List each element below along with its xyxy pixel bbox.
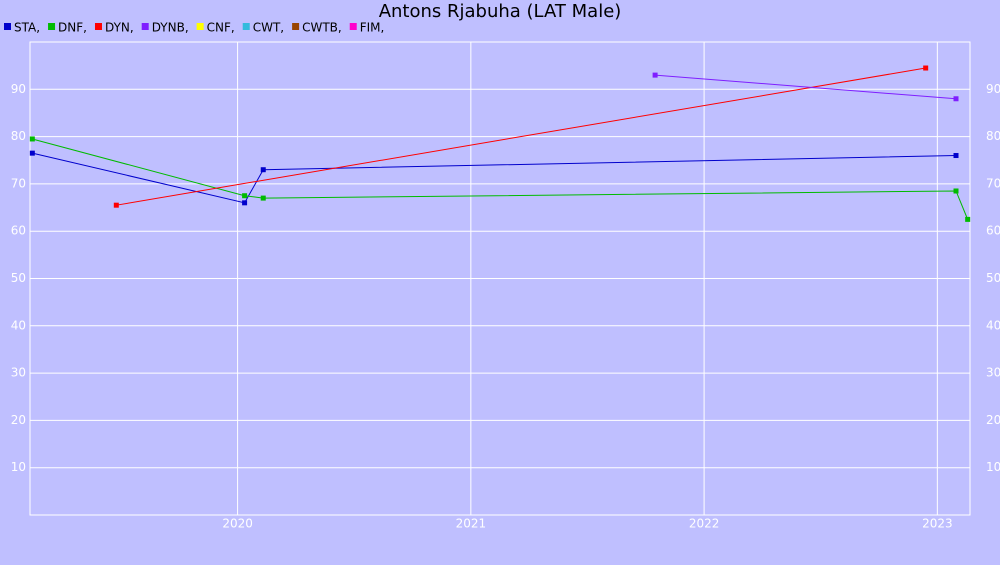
legend-swatch: [242, 23, 250, 30]
y-tick-label: 50: [11, 271, 26, 285]
legend-swatch: [4, 23, 11, 30]
legend-swatch: [48, 23, 56, 30]
data-point: [260, 167, 266, 173]
y-tick-label: 40: [11, 318, 26, 332]
series-line: [32, 152, 957, 204]
legend-label: DNF,: [58, 21, 87, 35]
series-line: [655, 74, 957, 100]
y2-tick-label: 90: [986, 82, 1000, 96]
y2-tick-label: 60: [986, 224, 1000, 238]
y2-tick-label: 10: [986, 460, 1000, 474]
x-tick-label: 2022: [689, 517, 720, 531]
y-tick-label: 60: [11, 224, 26, 238]
legend-label: FIM,: [360, 21, 385, 35]
data-point: [965, 216, 971, 222]
y2-tick-label: 40: [986, 318, 1000, 332]
legend-swatch: [196, 23, 204, 30]
data-point: [953, 153, 959, 159]
data-point: [242, 193, 248, 199]
series-line: [116, 67, 926, 206]
legend-swatch: [94, 23, 102, 30]
y-tick-label: 30: [11, 366, 26, 380]
data-point: [29, 150, 35, 156]
y-tick-label: 10: [11, 460, 26, 474]
data-point: [923, 65, 929, 71]
y-tick-label: 90: [11, 82, 26, 96]
legend-label: CWT,: [253, 21, 284, 35]
y2-tick-label: 80: [986, 129, 1000, 143]
legend-label: DYN,: [105, 21, 134, 35]
data-point: [113, 202, 119, 208]
y2-tick-label: 50: [986, 271, 1000, 285]
x-tick-label: 2021: [456, 517, 487, 531]
x-tick-label: 2023: [922, 517, 953, 531]
y2-tick-label: 70: [986, 176, 1000, 190]
chart-title: Antons Rjabuha (LAT Male): [379, 1, 622, 22]
y-tick-label: 20: [11, 413, 26, 427]
data-point: [953, 188, 959, 194]
y-tick-label: 70: [11, 176, 26, 190]
legend-swatch: [141, 23, 149, 30]
legend-label: CNF,: [207, 21, 235, 35]
legend-label: DYNB,: [152, 21, 189, 35]
data-point: [652, 72, 658, 78]
data-point: [953, 96, 959, 102]
y2-tick-label: 20: [986, 413, 1000, 427]
data-point: [242, 200, 248, 206]
y2-tick-label: 30: [986, 366, 1000, 380]
x-tick-label: 2020: [222, 517, 253, 531]
data-point: [29, 136, 35, 142]
legend-swatch: [292, 23, 300, 30]
y-tick-label: 80: [11, 129, 26, 143]
data-point: [260, 195, 266, 201]
legend-label: CWTB,: [302, 21, 342, 35]
legend-label: STA,: [14, 21, 40, 35]
legend-swatch: [349, 23, 357, 30]
